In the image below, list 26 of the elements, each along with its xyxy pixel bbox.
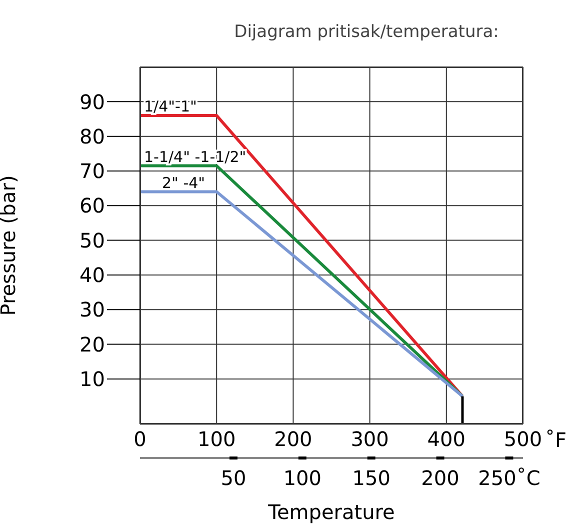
x2-tick-label: 50: [220, 466, 246, 490]
x-tick-label: 200: [274, 427, 312, 452]
x2-tick-label: 150: [352, 466, 390, 490]
y-tick-label: 80: [80, 124, 105, 148]
series-label: 2" -4": [162, 174, 206, 192]
x-tick-label: 300: [350, 427, 389, 452]
y-tick-label: 30: [80, 298, 105, 322]
x2-tick-label: 250˚C: [478, 466, 540, 490]
y-tick-label: 40: [80, 263, 105, 288]
y-tick-label: 20: [80, 332, 105, 356]
y-tick-label: 90: [80, 90, 105, 114]
x2-tick-label: 200: [421, 466, 460, 490]
x-tick-label: 100: [198, 427, 236, 452]
text: ˚F: [545, 428, 567, 452]
y-axis-title: Pressure (bar): [0, 175, 20, 316]
y-tick-label: 70: [80, 159, 105, 184]
y-tick-label: 60: [80, 194, 105, 218]
x-tick-label: 400: [427, 427, 466, 452]
chart-title: Dijagram pritisak/temperatura:: [233, 22, 500, 42]
series-label: 1/4"-1": [144, 98, 197, 116]
y-tick-label: 50: [80, 228, 105, 252]
x-tick-label: 500: [504, 427, 542, 452]
x2-tick-label: 100: [283, 466, 322, 490]
y-tick-label: 10: [80, 367, 105, 392]
x-axis-title: Temperature: [267, 500, 396, 524]
x-tick-label: 0: [134, 427, 146, 452]
